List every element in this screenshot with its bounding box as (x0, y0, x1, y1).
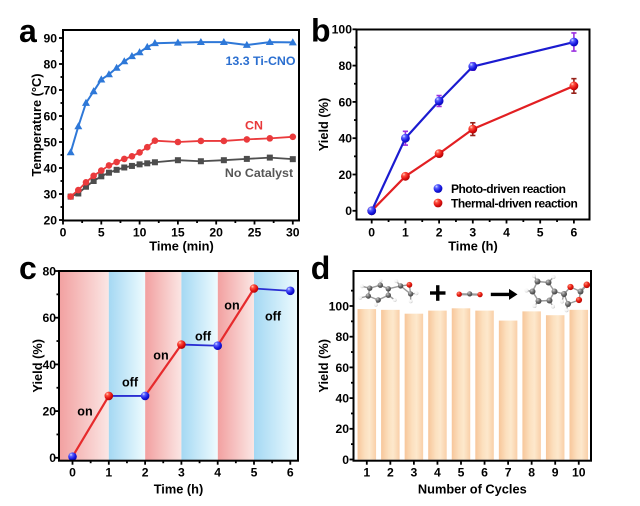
svg-text:off: off (122, 376, 139, 390)
svg-text:60: 60 (43, 109, 57, 123)
svg-text:40: 40 (338, 132, 352, 146)
svg-text:60: 60 (42, 311, 56, 325)
svg-text:20: 20 (42, 404, 56, 418)
svg-text:Yield (%): Yield (%) (316, 98, 331, 152)
svg-text:on: on (153, 349, 168, 363)
svg-text:40: 40 (43, 161, 57, 175)
svg-text:60: 60 (338, 95, 352, 109)
svg-text:5: 5 (251, 466, 258, 480)
svg-text:80: 80 (338, 59, 352, 73)
svg-text:80: 80 (43, 57, 57, 71)
svg-text:0: 0 (342, 453, 349, 467)
svg-text:on: on (77, 405, 92, 419)
svg-text:4: 4 (434, 466, 441, 480)
svg-text:a: a (19, 13, 37, 49)
svg-text:100: 100 (329, 299, 350, 313)
svg-text:50: 50 (43, 135, 57, 149)
svg-text:13.3 Ti-CNO: 13.3 Ti-CNO (225, 54, 295, 68)
svg-text:Yield (%): Yield (%) (30, 339, 45, 393)
svg-text:9: 9 (552, 466, 559, 480)
svg-text:15: 15 (171, 226, 185, 240)
svg-text:0: 0 (60, 226, 67, 240)
svg-text:Time (h): Time (h) (154, 482, 204, 497)
svg-text:off: off (195, 330, 212, 344)
svg-text:Thermal-driven reaction: Thermal-driven reaction (451, 197, 577, 211)
svg-text:0: 0 (69, 466, 76, 480)
svg-text:90: 90 (43, 31, 57, 45)
svg-text:10: 10 (572, 466, 586, 480)
svg-text:4: 4 (214, 466, 221, 480)
svg-text:Time (min): Time (min) (149, 239, 213, 254)
svg-text:3: 3 (178, 466, 185, 480)
svg-text:c: c (19, 250, 37, 286)
svg-text:Photo-driven reaction: Photo-driven reaction (451, 182, 566, 196)
svg-text:5: 5 (458, 466, 465, 480)
svg-text:5: 5 (537, 226, 544, 240)
svg-text:20: 20 (338, 168, 352, 182)
svg-text:80: 80 (42, 264, 56, 278)
svg-text:b: b (311, 13, 331, 49)
svg-text:5: 5 (98, 226, 105, 240)
svg-text:20: 20 (43, 213, 57, 227)
svg-text:1: 1 (363, 466, 370, 480)
svg-text:Time (h): Time (h) (448, 239, 498, 254)
svg-text:40: 40 (42, 358, 56, 372)
svg-text:6: 6 (571, 226, 578, 240)
svg-text:1: 1 (402, 226, 409, 240)
svg-text:No Catalyst: No Catalyst (225, 166, 293, 180)
svg-text:off: off (265, 310, 282, 324)
svg-text:7: 7 (505, 466, 512, 480)
svg-text:30: 30 (43, 187, 57, 201)
svg-text:2: 2 (436, 226, 443, 240)
svg-text:1: 1 (105, 466, 112, 480)
svg-text:0: 0 (368, 226, 375, 240)
svg-text:20: 20 (335, 422, 349, 436)
svg-text:80: 80 (335, 330, 349, 344)
svg-text:2: 2 (142, 466, 149, 480)
svg-text:3: 3 (411, 466, 418, 480)
svg-text:on: on (224, 299, 239, 313)
svg-text:2: 2 (387, 466, 394, 480)
svg-text:Number of Cycles: Number of Cycles (418, 482, 527, 497)
svg-text:4: 4 (503, 226, 510, 240)
svg-text:0: 0 (49, 451, 56, 465)
svg-text:0: 0 (345, 204, 352, 218)
svg-text:40: 40 (335, 391, 349, 405)
svg-text:Temperature (°C): Temperature (°C) (29, 73, 44, 176)
svg-text:8: 8 (528, 466, 535, 480)
svg-text:3: 3 (469, 226, 476, 240)
svg-text:6: 6 (287, 466, 294, 480)
svg-text:25: 25 (248, 226, 262, 240)
svg-text:100: 100 (332, 23, 353, 37)
svg-text:Yield (%): Yield (%) (316, 339, 331, 393)
svg-text:10: 10 (133, 226, 147, 240)
svg-text:6: 6 (481, 466, 488, 480)
svg-text:70: 70 (43, 83, 57, 97)
svg-text:CN: CN (245, 119, 263, 133)
svg-text:d: d (311, 250, 331, 286)
svg-text:20: 20 (209, 226, 223, 240)
svg-text:30: 30 (286, 226, 300, 240)
svg-text:60: 60 (335, 361, 349, 375)
